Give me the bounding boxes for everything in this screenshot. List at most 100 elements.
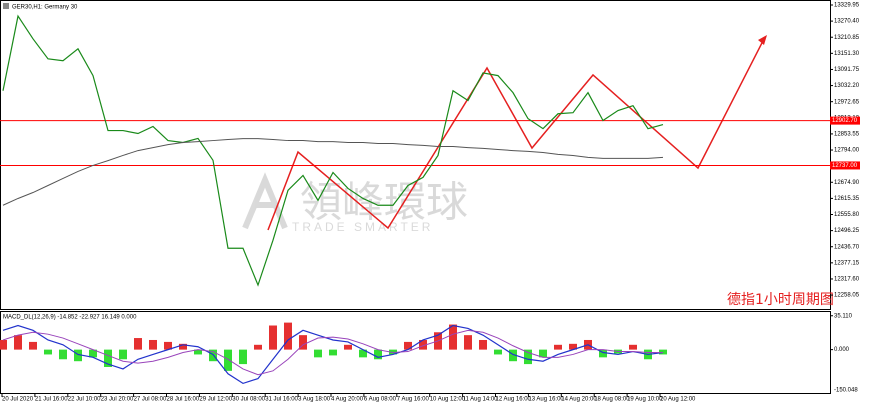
x-tick-label: 10 Aug 12:00	[430, 397, 466, 403]
macd-bar	[419, 339, 427, 350]
x-tick-label: 18 Aug 08:00	[594, 397, 630, 403]
macd-bar	[224, 349, 232, 371]
series-line	[2, 324, 664, 385]
macd-bar	[539, 349, 547, 358]
series-line	[2, 14, 664, 287]
macd-bar	[629, 344, 637, 350]
macd-bar	[374, 349, 382, 360]
macd-bar	[239, 349, 247, 365]
macd-min-label: -150.048	[834, 388, 858, 394]
y-tick-label: 13151.30	[834, 51, 860, 57]
macd-bar	[479, 339, 487, 350]
price-label: 12737.00	[832, 163, 858, 169]
macd-bar	[509, 349, 517, 362]
macd-bar	[569, 343, 577, 350]
series-line	[2, 329, 663, 376]
macd-bar	[0, 339, 7, 350]
main-frame	[0, 0, 831, 310]
macd-bar	[29, 341, 37, 350]
macd-frame	[0, 311, 831, 394]
y-tick-label: 12436.70	[834, 244, 860, 250]
x-tick-label: 12 Aug 16:00	[496, 397, 532, 403]
macd-bar	[149, 339, 157, 350]
y-tick-label: 13329.95	[834, 3, 860, 9]
x-tick-label: 14 Aug 20:00	[561, 397, 597, 403]
x-tick-label: 23 Jul 20:00	[101, 397, 134, 403]
y-tick-label: 13032.20	[834, 83, 860, 89]
y-tick-label: 13091.75	[834, 67, 860, 73]
arrow-head	[758, 35, 767, 45]
y-tick-label: 13210.85	[834, 35, 860, 41]
macd-bar	[299, 335, 307, 350]
y-tick-label: 12555.80	[834, 212, 860, 218]
annotation: 德指1小时周期图	[727, 292, 834, 308]
macd-bar	[104, 349, 112, 367]
x-tick-label: 20 Jul 2020	[2, 397, 34, 403]
price-label-box	[830, 161, 860, 170]
macd-bar	[59, 349, 67, 360]
macd-bar	[134, 338, 142, 350]
x-tick-label: 31 Jul 16:00	[265, 397, 298, 403]
price-label: 12902.70	[832, 118, 858, 124]
macd-bar	[119, 349, 127, 360]
macd-bar	[449, 324, 457, 350]
macd-bar	[179, 343, 187, 350]
symbol-icon	[3, 3, 9, 9]
x-tick-label: 22 Jul 10:00	[68, 397, 101, 403]
macd-bar	[524, 349, 532, 365]
macd-bar	[164, 341, 172, 350]
x-tick-label: 13 Aug 16:00	[528, 397, 564, 403]
watermark-sub: TRADE SMARTER	[292, 220, 433, 234]
watermark-text: 領峰環球	[300, 178, 468, 227]
chart-title: GER30,H1: Germany 30	[12, 5, 78, 11]
macd-bar	[254, 344, 262, 350]
macd-bar	[554, 344, 562, 350]
macd-title: MACD_DL(12,26,9) -14.852 -22.927 16.149 …	[3, 315, 137, 321]
y-tick-label: 35.110	[834, 313, 853, 319]
y-tick-label: 12258.05	[834, 293, 860, 299]
macd-bar	[284, 322, 292, 350]
y-tick-label: 12674.90	[834, 180, 860, 186]
macd-bar	[269, 325, 277, 350]
y-tick-label: 12972.65	[834, 99, 860, 105]
x-tick-label: 20 Aug 12:00	[660, 397, 696, 403]
x-tick-label: 4 Aug 20:00	[331, 397, 364, 403]
y-tick-label: 12496.25	[834, 228, 860, 234]
x-tick-label: 30 Jul 08:00	[232, 397, 265, 403]
x-tick-label: 21 Jul 16:00	[35, 397, 68, 403]
macd-bar	[599, 349, 607, 358]
macd-bar	[464, 335, 472, 350]
y-tick-label: 12615.35	[834, 196, 860, 202]
series-line	[2, 138, 664, 206]
y-tick-label: 13270.40	[834, 19, 860, 25]
macd-bar	[314, 349, 322, 358]
x-tick-label: 3 Aug 18:00	[298, 397, 331, 403]
macd-bar	[14, 335, 22, 350]
y-tick-label: 12317.60	[834, 277, 860, 283]
watermark-logo	[242, 172, 288, 230]
x-tick-label: 19 Aug 10:00	[627, 397, 663, 403]
x-tick-label: 11 Aug 14:00	[463, 397, 499, 403]
watermark: 領峰環球 TRADE SMARTER	[242, 172, 468, 234]
macd-bar	[44, 349, 52, 355]
y-tick-label: 12794.00	[834, 148, 860, 154]
x-tick-label: 6 Aug 08:00	[364, 397, 397, 403]
macd-bar	[494, 349, 502, 355]
x-tick-label: 28 Jul 16:00	[167, 397, 200, 403]
x-tick-label: 7 Aug 16:00	[397, 397, 430, 403]
x-tick-label: 27 Jul 08:00	[134, 397, 167, 403]
macd-bar	[74, 349, 82, 362]
y-tick-label: 12853.55	[834, 131, 860, 137]
x-tick-label: 29 Jul 12:00	[199, 397, 232, 403]
y-tick-label: 12377.15	[834, 260, 860, 266]
macd-bar	[359, 349, 367, 358]
macd-bar	[89, 349, 97, 358]
macd-bar	[344, 344, 352, 350]
trend-annotation	[267, 36, 766, 231]
price-label-box	[830, 116, 860, 125]
macd-bar	[194, 349, 202, 355]
macd-bar	[329, 349, 337, 356]
y-tick-label: 0.000	[834, 347, 850, 353]
macd-bar	[404, 341, 412, 350]
